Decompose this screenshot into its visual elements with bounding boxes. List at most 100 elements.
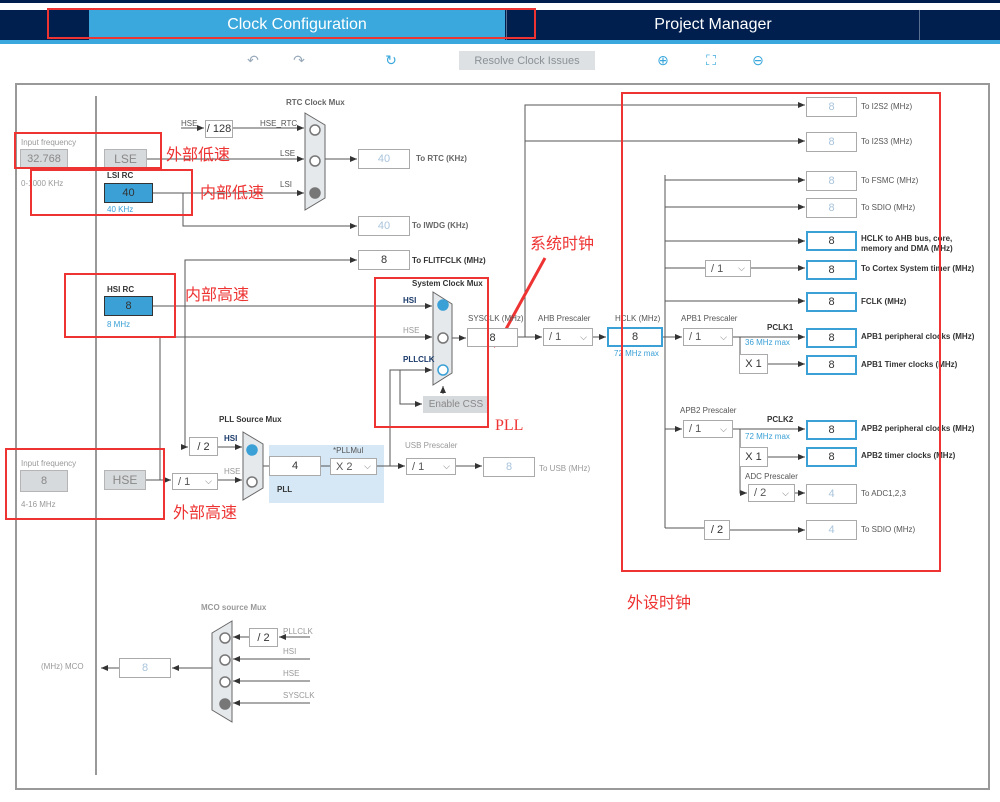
usb-prescaler-select[interactable]: / 1 ⌵ xyxy=(406,458,456,475)
apb1-prescaler-select[interactable]: / 1 ⌵ xyxy=(683,328,733,346)
annotation-hsi: 内部高速 xyxy=(185,285,250,304)
pll-source-mux-title: PLL Source Mux xyxy=(219,415,282,424)
apb2-timer-multiplier: X 1 xyxy=(739,447,768,467)
redo-icon[interactable]: ↷ xyxy=(293,52,305,68)
ahb-prescaler-label: AHB Prescaler xyxy=(538,314,591,323)
chevron-down-icon: ⌵ xyxy=(580,331,587,342)
lsi-title: LSI RC xyxy=(107,171,134,180)
top-edge xyxy=(0,0,1000,3)
annotation-box-peripheral xyxy=(621,92,941,572)
cortex-timer-label: To Cortex System timer (MHz) xyxy=(861,264,975,273)
cortex-divider-value: / 1 xyxy=(711,262,724,275)
apb1-peripheral-value[interactable]: 8 xyxy=(806,328,857,348)
usb-prescaler-value: / 1 xyxy=(412,460,425,473)
cortex-timer-value[interactable]: 8 xyxy=(806,260,857,280)
annotation-box-lsi xyxy=(30,169,193,216)
hse-prediv-value: / 1 xyxy=(178,475,191,488)
pllmul-select[interactable]: X 2 ⌵ xyxy=(330,458,377,475)
hse-block[interactable]: HSE xyxy=(104,470,146,490)
apb2-peripheral-label: APB2 peripheral clocks (MHz) xyxy=(861,424,975,433)
mco-hse-label: HSE xyxy=(283,669,300,678)
hclk-ahb-label-line2: memory and DMA (MHz) xyxy=(861,244,953,253)
hse-prediv-select[interactable]: / 1 ⌵ xyxy=(172,473,218,490)
sdio-value: 8 xyxy=(806,198,857,218)
enable-css-button[interactable]: Enable CSS xyxy=(423,396,489,413)
adc-value: 4 xyxy=(806,484,857,504)
ahb-prescaler-select[interactable]: / 1 ⌵ xyxy=(543,328,593,346)
usb-value: 8 xyxy=(483,457,535,477)
apb2-prescaler-label: APB2 Prescaler xyxy=(680,406,737,415)
apb1-prescaler-value: / 1 xyxy=(689,331,702,343)
cortex-divider-select[interactable]: / 1 ⌵ xyxy=(705,260,751,277)
mco-pllclk-label: PLLCLK xyxy=(283,627,313,636)
fclk-label: FCLK (MHz) xyxy=(861,297,907,306)
refresh-icon[interactable]: ↻ xyxy=(385,52,397,68)
annotation-arrow xyxy=(498,257,547,341)
pclk2-max: 72 MHz max xyxy=(745,432,790,441)
apb2-prescaler-select[interactable]: / 1 ⌵ xyxy=(683,420,733,438)
sysclk-value[interactable]: 8 xyxy=(467,328,518,347)
lse-block[interactable]: LSE xyxy=(104,149,147,169)
usb-label: To USB (MHz) xyxy=(539,464,591,473)
annotation-box-tab xyxy=(47,8,536,39)
apb2-peripheral-value[interactable]: 8 xyxy=(806,420,857,440)
hse-input-field[interactable]: 8 xyxy=(20,470,68,492)
tab-clock-configuration[interactable]: Clock Configuration xyxy=(89,10,505,40)
pclk2-label: PCLK2 xyxy=(767,415,794,424)
zoom-out-icon[interactable]: ⊖ xyxy=(752,52,764,68)
usb-prescaler-label: USB Prescaler xyxy=(405,441,458,450)
undo-icon[interactable]: ↶ xyxy=(247,52,259,68)
hsi-div2-box: / 2 xyxy=(189,437,218,456)
mco-div2-box: / 2 xyxy=(249,628,278,647)
tab-project-manager[interactable]: Project Manager xyxy=(506,10,920,40)
hsi-value[interactable]: 8 xyxy=(104,296,153,316)
apb1-timer-multiplier: X 1 xyxy=(739,354,768,374)
rtc-lsi-label: LSI xyxy=(280,180,293,189)
annotation-box-lse xyxy=(14,132,162,169)
chevron-down-icon: ⌵ xyxy=(720,331,727,342)
adc-prescaler-select[interactable]: / 2 ⌵ xyxy=(748,484,795,502)
lsi-freq: 40 KHz xyxy=(107,205,134,214)
pclk1-max: 36 MHz max xyxy=(745,338,790,347)
i2s2-value: 8 xyxy=(806,97,857,117)
annotation-lse: 外部低速 xyxy=(166,145,231,164)
annotation-hse: 外部高速 xyxy=(173,503,238,522)
resolve-clock-issues-button[interactable]: Resolve Clock Issues xyxy=(459,51,595,70)
sysmux-hse-label: HSE xyxy=(403,326,420,335)
hclk-ahb-value[interactable]: 8 xyxy=(806,231,857,251)
zoom-in-icon[interactable]: ⊕ xyxy=(657,52,669,68)
clock-tree-canvas xyxy=(15,83,990,790)
mco-mux-title: MCO source Mux xyxy=(201,603,267,612)
apb2-timer-value[interactable]: 8 xyxy=(806,447,857,467)
fit-icon[interactable]: ⛶ xyxy=(706,52,716,68)
sysmux-title: System Clock Mux xyxy=(412,279,483,288)
hse-input-label: Input frequency xyxy=(21,459,77,468)
sdio-label: To SDIO (MHz) xyxy=(861,203,916,212)
chevron-down-icon: ⌵ xyxy=(364,461,371,471)
pllmul-label: *PLLMul xyxy=(333,446,364,455)
apb1-prescaler-label: APB1 Prescaler xyxy=(681,314,738,323)
lsi-value[interactable]: 40 xyxy=(104,183,153,203)
annotation-pll: PLL xyxy=(495,417,524,434)
pll-hsi-label: HSI xyxy=(224,434,238,443)
chevron-down-icon: ⌵ xyxy=(443,461,450,471)
to-rtc-value: 40 xyxy=(358,149,410,169)
pllmul-value: X 2 xyxy=(336,460,353,473)
chevron-down-icon: ⌵ xyxy=(205,476,212,486)
apb2-prescaler-value: / 1 xyxy=(689,423,702,435)
to-rtc-label: To RTC (KHz) xyxy=(416,154,467,163)
adc-label: To ADC1,2,3 xyxy=(861,489,906,498)
hse-range: 4-16 MHz xyxy=(21,500,56,509)
mco-value: 8 xyxy=(119,658,171,678)
hclk-label: HCLK (MHz) xyxy=(615,314,661,323)
fclk-value[interactable]: 8 xyxy=(806,292,857,312)
apb1-timer-value[interactable]: 8 xyxy=(806,355,857,375)
to-iwdg-label: To IWDG (KHz) xyxy=(412,221,469,230)
chevron-down-icon: ⌵ xyxy=(720,423,727,434)
hsi-freq: 8 MHz xyxy=(107,320,131,329)
pll-value: 4 xyxy=(269,456,321,476)
rtc-lse-label: LSE xyxy=(280,149,296,158)
apb2-timer-label: APB2 timer clocks (MHz) xyxy=(861,451,956,460)
hse-rtc-label: HSE_RTC xyxy=(260,119,298,128)
sysclk-label: SYSCLK (MHz) xyxy=(468,314,524,323)
